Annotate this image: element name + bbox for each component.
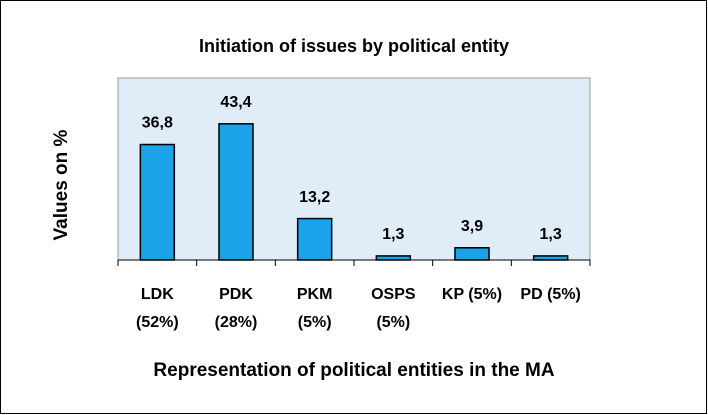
- x-tick-label: PDK (28%): [214, 286, 258, 331]
- data-label: 13,2: [299, 189, 330, 206]
- x-tick-label: PKM (5%): [296, 286, 333, 331]
- chart-title: Initiation of issues by political entity: [199, 36, 509, 56]
- x-axis-title: Representation of political entities in …: [153, 360, 554, 381]
- bar: [454, 247, 490, 261]
- x-tick-label: OSPS (5%): [371, 286, 416, 331]
- x-tick-label: KP (5%): [441, 286, 503, 303]
- x-tick-label: LDK (52%): [135, 286, 179, 331]
- x-tick-label: PD (5%): [520, 286, 581, 303]
- bar: [375, 255, 412, 261]
- y-axis-title: Values on %: [51, 129, 72, 240]
- data-label: 43,4: [220, 94, 251, 111]
- data-label: 1,3: [382, 226, 404, 243]
- data-label: 1,3: [540, 226, 562, 243]
- bar: [296, 217, 333, 261]
- bar: [139, 143, 176, 261]
- plot-area: [117, 77, 591, 261]
- bar: [532, 255, 569, 261]
- data-label: 3,9: [461, 218, 483, 235]
- data-label: 36,8: [142, 115, 173, 132]
- bar: [218, 123, 254, 261]
